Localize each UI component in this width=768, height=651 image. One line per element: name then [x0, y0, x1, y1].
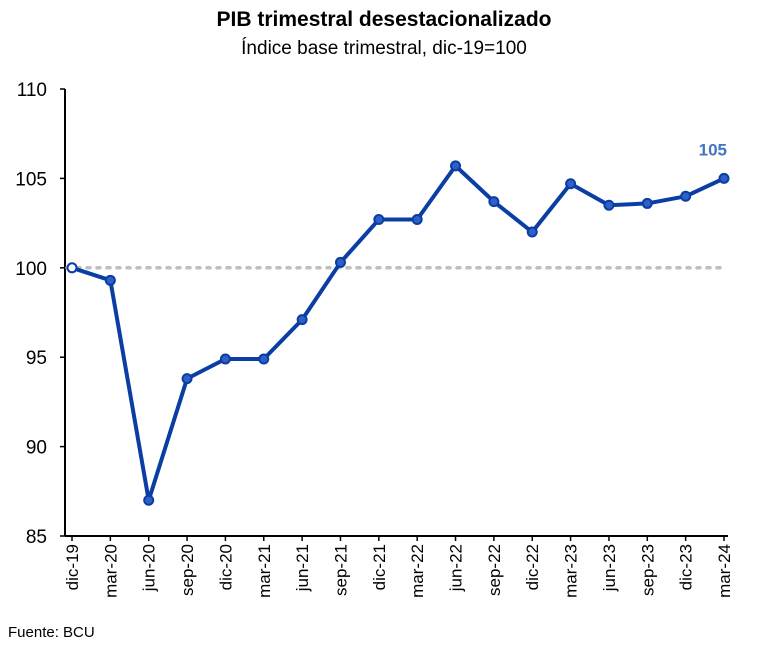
- x-tick-label: mar-22: [408, 544, 427, 598]
- x-tick-label: mar-24: [715, 544, 734, 598]
- data-point: [104, 274, 116, 286]
- x-tick-label: sep-21: [331, 544, 350, 596]
- data-point: [718, 172, 730, 184]
- data-point: [181, 373, 193, 385]
- x-tick-label: mar-20: [101, 544, 120, 598]
- chart-title: PIB trimestral desestacionalizado: [216, 8, 552, 31]
- x-tick-label: sep-20: [178, 544, 197, 596]
- x-tick-label: dic-22: [523, 544, 542, 590]
- data-point: [526, 226, 538, 238]
- data-point: [450, 160, 462, 172]
- data-point: [565, 178, 577, 190]
- data-point: [373, 214, 385, 226]
- x-tick-label: jun-20: [140, 544, 159, 592]
- x-tick-label: sep-22: [485, 544, 504, 596]
- x-tick-label: dic-19: [63, 544, 82, 590]
- data-point: [488, 196, 500, 208]
- data-point: [66, 262, 78, 274]
- x-tick-label: jun-21: [293, 544, 312, 592]
- data-point: [296, 314, 308, 326]
- data-point: [334, 256, 346, 268]
- chart-subtitle: Índice base trimestral, dic-19=100: [241, 38, 527, 59]
- data-point: [219, 353, 231, 365]
- y-tick-label: 90: [26, 438, 47, 459]
- series-line: [70, 163, 726, 503]
- x-tick-label: dic-20: [216, 544, 235, 590]
- data-label-last: 105: [699, 140, 727, 159]
- y-tick-label: 110: [17, 80, 47, 101]
- source-note: Fuente: BCU: [8, 624, 95, 641]
- data-point: [680, 190, 692, 202]
- data-point: [143, 494, 155, 506]
- x-tick-label: sep-23: [638, 544, 657, 596]
- x-tick-label: mar-23: [562, 544, 581, 598]
- y-tick-label: 85: [26, 527, 47, 548]
- x-tick-label: mar-21: [255, 544, 274, 598]
- y-tick-label: 100: [15, 259, 47, 280]
- x-tick-label: dic-23: [677, 544, 696, 590]
- y-tick-label: 105: [15, 169, 47, 190]
- data-point: [258, 353, 270, 365]
- data-point: [641, 197, 653, 209]
- data-point: [603, 199, 615, 211]
- x-tick-label: jun-23: [600, 544, 619, 592]
- x-tick-label: jun-22: [447, 544, 466, 592]
- y-tick-label: 95: [26, 348, 47, 369]
- data-point: [411, 214, 423, 226]
- x-tick-label: dic-21: [370, 544, 389, 590]
